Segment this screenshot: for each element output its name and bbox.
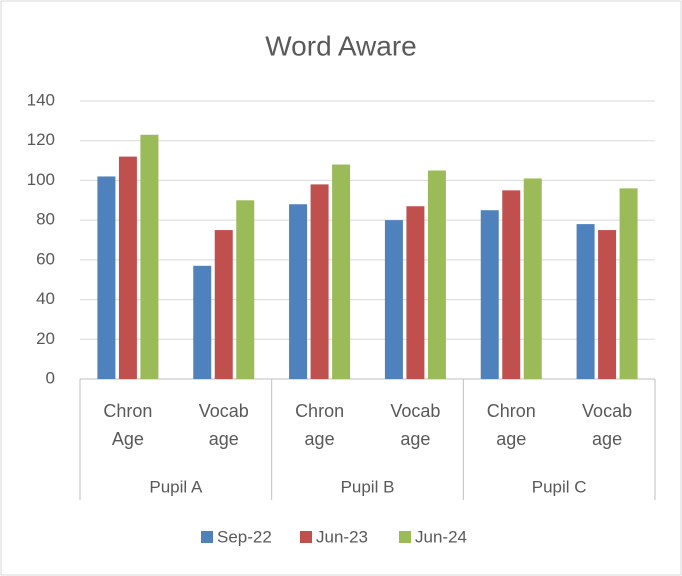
y-tick-label: 0: [46, 368, 55, 387]
y-tick-label: 120: [27, 130, 55, 149]
bar: [427, 170, 446, 379]
group-label: Pupil B: [341, 477, 395, 496]
x-tick-label: Vocab age: [198, 401, 249, 449]
bar: [619, 188, 638, 379]
legend-swatch: [399, 531, 411, 543]
group-label: Pupil C: [532, 477, 587, 496]
x-tick-label: Chron age: [486, 401, 536, 449]
bar: [384, 220, 403, 379]
x-tick-label: Vocab age: [390, 401, 441, 449]
bar: [97, 176, 116, 379]
legend-swatch: [300, 531, 312, 543]
group-label: Pupil A: [149, 477, 203, 496]
bar: [576, 224, 595, 379]
bar: [118, 156, 137, 379]
chart-title: Word Aware: [265, 30, 416, 61]
y-tick-label: 20: [36, 329, 55, 348]
bar: [289, 204, 308, 379]
bar: [140, 134, 159, 379]
y-tick-label: 40: [36, 289, 55, 308]
legend-label: Jun-24: [415, 527, 467, 546]
y-tick-label: 80: [36, 210, 55, 229]
bar: [236, 200, 255, 379]
x-tick-label: Vocab age: [582, 401, 633, 449]
bar: [332, 164, 351, 379]
bar: [480, 210, 499, 379]
legend-label: Jun-23: [316, 527, 368, 546]
bar: [598, 230, 617, 379]
bar: [406, 206, 425, 379]
bar: [310, 184, 329, 379]
x-tick-label: Chron age: [295, 401, 345, 449]
y-tick-label: 60: [36, 249, 55, 268]
legend-swatch: [201, 531, 213, 543]
legend-label: Sep-22: [217, 527, 272, 546]
bar: [502, 190, 521, 379]
bar: [193, 265, 212, 379]
y-tick-label: 100: [27, 170, 55, 189]
y-tick-label: 140: [27, 90, 55, 109]
bar: [214, 230, 233, 379]
bar: [523, 178, 542, 379]
x-tick-label: Chron Age: [103, 401, 153, 449]
